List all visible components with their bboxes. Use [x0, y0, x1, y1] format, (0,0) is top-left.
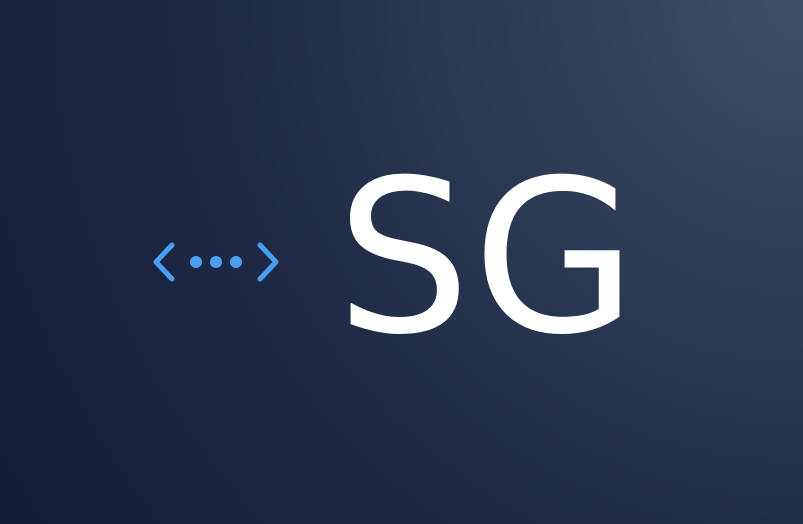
sg-monogram: SG	[336, 134, 639, 381]
left-chevron	[153, 242, 175, 282]
code-dots-icon	[153, 242, 279, 282]
dot-2	[210, 256, 222, 268]
right-chevron	[257, 242, 279, 282]
dot-3	[230, 256, 242, 268]
dot-1	[190, 256, 202, 268]
